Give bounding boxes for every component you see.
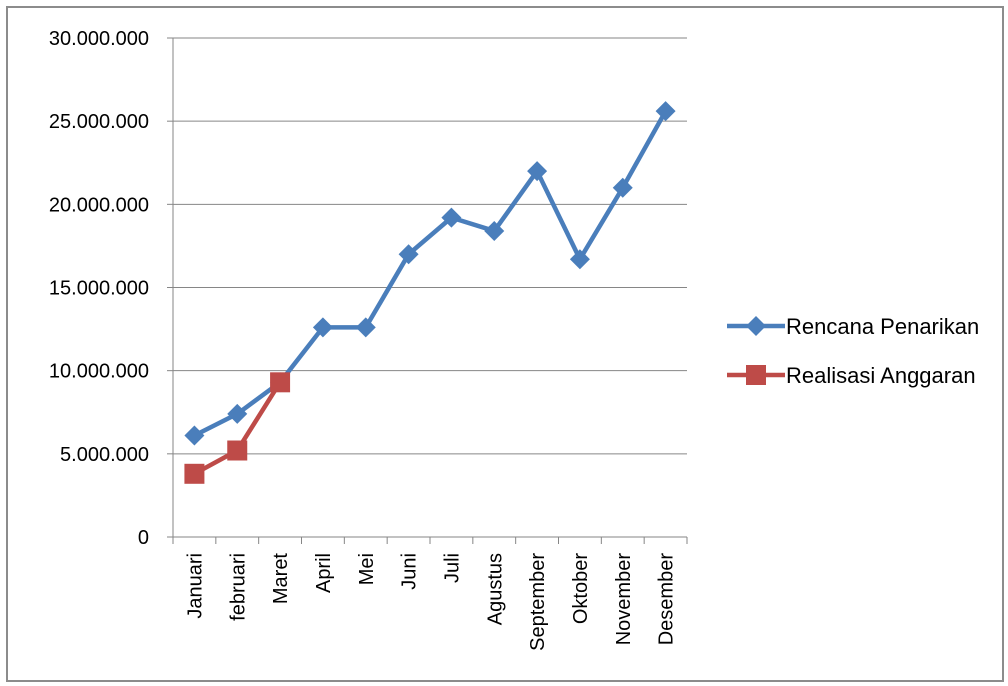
x-tick-label: Desember: [656, 553, 678, 646]
data-point: [184, 463, 205, 484]
series-realisasi-anggaran: [184, 372, 291, 484]
y-tick-label: 25.000.000: [49, 111, 149, 133]
data-point: [484, 220, 505, 241]
x-tick-label: April: [313, 553, 335, 593]
x-tick-label: Januari: [184, 553, 206, 619]
x-tick-label: Maret: [270, 553, 292, 605]
data-point: [398, 244, 419, 265]
data-point: [527, 161, 548, 182]
chart-frame: [6, 6, 1004, 682]
legend-item: Rencana Penarikan: [727, 314, 979, 339]
y-tick-label: 15.000.000: [49, 278, 149, 300]
data-point: [270, 372, 291, 393]
x-tick-label: November: [613, 553, 635, 646]
x-axis-ticks: Januari februari Maret April Mei Juni Juli Agus…: [172, 537, 688, 651]
x-tick-label: September: [527, 553, 549, 651]
y-tick-label: 30.000.000: [49, 28, 149, 50]
y-tick-label: 20.000.000: [49, 194, 149, 216]
data-point: [355, 317, 376, 338]
y-axis-ticks: 0 5.000.000 10.000.000 15.000.000 20.000.000…: [49, 28, 173, 549]
y-tick-label: 5.000.000: [60, 444, 149, 466]
series-group: [184, 101, 676, 484]
gridlines: [173, 37, 687, 455]
y-tick-label: 10.000.000: [49, 361, 149, 383]
legend-label: Rencana Penarikan: [786, 314, 979, 339]
series-line: [193, 110, 668, 438]
series-rencana-penarikan: [184, 101, 676, 446]
x-tick-label: Juni: [399, 553, 421, 590]
data-point: [227, 403, 248, 424]
data-point: [655, 101, 676, 122]
y-tick-label: 0: [138, 527, 149, 549]
legend-item: Realisasi Anggaran: [727, 363, 976, 388]
data-point: [312, 317, 333, 338]
data-point: [569, 249, 590, 270]
legend: Rencana Penarikan Realisasi Anggaran: [727, 314, 979, 388]
x-tick-label: Mei: [356, 553, 378, 585]
data-point: [441, 207, 462, 228]
x-tick-label: februari: [227, 553, 249, 621]
x-tick-label: Oktober: [570, 553, 592, 624]
x-tick-label: Agustus: [484, 553, 506, 625]
data-point: [227, 440, 248, 461]
legend-label: Realisasi Anggaran: [786, 363, 976, 388]
data-point: [184, 425, 205, 446]
data-point: [612, 177, 633, 198]
legend-marker: [746, 365, 766, 385]
legend-marker: [746, 316, 766, 336]
x-tick-label: Juli: [441, 553, 463, 583]
